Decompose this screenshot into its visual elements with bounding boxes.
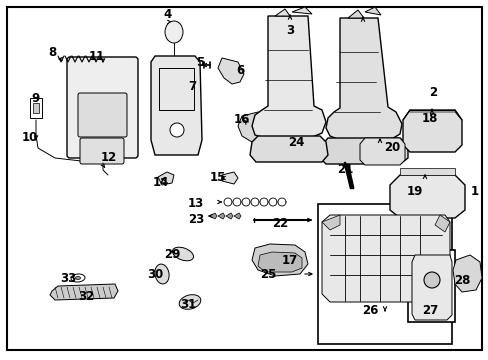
Text: 31: 31 bbox=[180, 297, 196, 310]
Polygon shape bbox=[258, 252, 302, 272]
Ellipse shape bbox=[172, 247, 193, 261]
Ellipse shape bbox=[155, 264, 169, 284]
Polygon shape bbox=[249, 136, 327, 162]
Text: 11: 11 bbox=[89, 49, 105, 63]
Text: 21: 21 bbox=[336, 163, 352, 176]
Text: 32: 32 bbox=[78, 291, 94, 303]
Text: 17: 17 bbox=[281, 253, 298, 266]
Polygon shape bbox=[319, 138, 407, 164]
Polygon shape bbox=[151, 56, 202, 155]
Polygon shape bbox=[251, 244, 307, 276]
Text: 26: 26 bbox=[361, 305, 377, 318]
Polygon shape bbox=[389, 175, 464, 218]
Bar bbox=[30, 98, 42, 118]
Polygon shape bbox=[251, 16, 325, 138]
Polygon shape bbox=[347, 10, 363, 18]
Text: 15: 15 bbox=[209, 171, 226, 184]
Polygon shape bbox=[209, 213, 217, 219]
Circle shape bbox=[170, 123, 183, 137]
Polygon shape bbox=[218, 58, 244, 84]
Text: 10: 10 bbox=[22, 131, 38, 144]
Polygon shape bbox=[452, 255, 481, 292]
Text: 33: 33 bbox=[60, 273, 76, 285]
Bar bbox=[407, 250, 454, 322]
Text: 19: 19 bbox=[406, 185, 422, 198]
Text: 3: 3 bbox=[285, 23, 293, 36]
Polygon shape bbox=[402, 110, 461, 152]
Polygon shape bbox=[50, 284, 118, 300]
Text: 18: 18 bbox=[421, 112, 437, 126]
Text: 5: 5 bbox=[196, 55, 203, 68]
Polygon shape bbox=[321, 215, 339, 230]
Polygon shape bbox=[289, 134, 319, 155]
Text: 27: 27 bbox=[421, 305, 437, 318]
Ellipse shape bbox=[164, 21, 183, 43]
Text: 22: 22 bbox=[271, 217, 287, 230]
Ellipse shape bbox=[71, 274, 85, 282]
Text: 24: 24 bbox=[287, 136, 304, 149]
Polygon shape bbox=[434, 215, 449, 232]
Text: 25: 25 bbox=[259, 267, 276, 280]
Bar bbox=[317, 204, 451, 344]
Text: 4: 4 bbox=[163, 8, 172, 21]
Text: 16: 16 bbox=[233, 113, 250, 126]
FancyBboxPatch shape bbox=[80, 138, 124, 164]
Circle shape bbox=[423, 272, 439, 288]
Text: 14: 14 bbox=[153, 176, 169, 189]
Text: 28: 28 bbox=[453, 274, 469, 288]
Polygon shape bbox=[238, 112, 269, 142]
Polygon shape bbox=[274, 9, 289, 16]
Polygon shape bbox=[411, 255, 451, 320]
Polygon shape bbox=[218, 213, 224, 219]
Text: 30: 30 bbox=[146, 269, 163, 282]
Polygon shape bbox=[222, 172, 238, 184]
Ellipse shape bbox=[75, 276, 81, 279]
Polygon shape bbox=[359, 138, 404, 165]
FancyBboxPatch shape bbox=[67, 57, 138, 158]
Polygon shape bbox=[225, 213, 232, 219]
Bar bbox=[33, 103, 39, 113]
Text: 9: 9 bbox=[32, 93, 40, 105]
Text: 23: 23 bbox=[187, 213, 203, 226]
Polygon shape bbox=[158, 172, 174, 185]
FancyBboxPatch shape bbox=[78, 93, 127, 137]
Ellipse shape bbox=[179, 295, 201, 309]
Text: 20: 20 bbox=[383, 141, 399, 154]
Polygon shape bbox=[321, 215, 449, 302]
Polygon shape bbox=[399, 168, 454, 175]
Text: 8: 8 bbox=[48, 45, 56, 58]
Text: 13: 13 bbox=[187, 198, 203, 211]
Text: 1: 1 bbox=[470, 185, 478, 198]
Text: 12: 12 bbox=[101, 152, 117, 165]
Text: 7: 7 bbox=[187, 80, 196, 93]
Polygon shape bbox=[364, 7, 380, 15]
Text: 29: 29 bbox=[163, 248, 180, 261]
Text: 2: 2 bbox=[428, 85, 436, 99]
Polygon shape bbox=[234, 213, 241, 219]
Text: 6: 6 bbox=[235, 63, 244, 77]
Polygon shape bbox=[291, 7, 311, 14]
Polygon shape bbox=[325, 18, 401, 140]
